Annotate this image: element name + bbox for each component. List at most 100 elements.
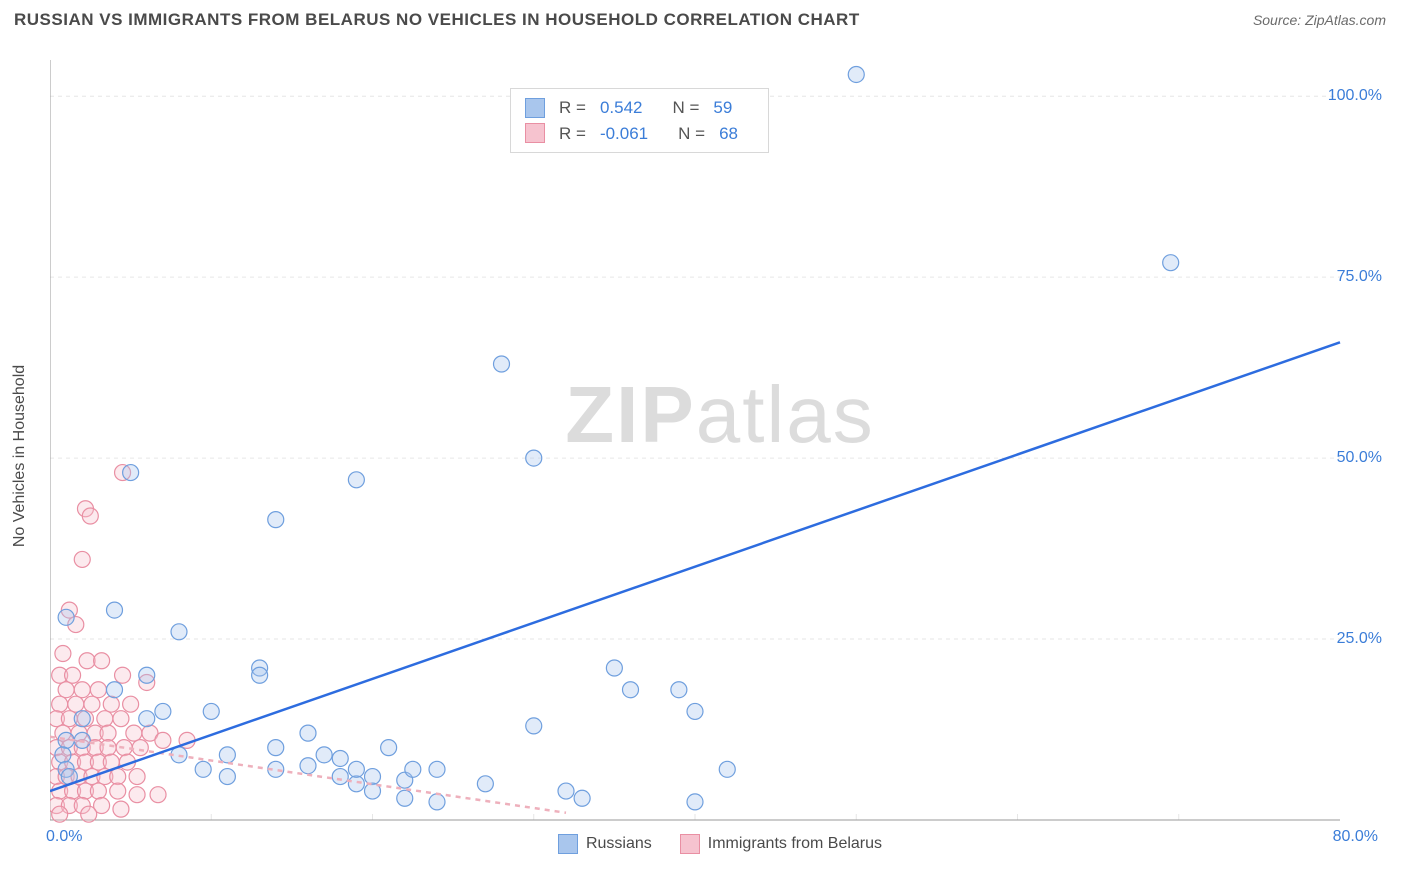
r-label: R = [559, 95, 586, 121]
scatter-point-belarus [126, 725, 142, 741]
r-value: 0.542 [600, 95, 643, 121]
scatter-point-belarus [90, 682, 106, 698]
scatter-point-russian [268, 740, 284, 756]
legend-swatch [558, 834, 578, 854]
scatter-plot [50, 42, 1390, 852]
header-bar: RUSSIAN VS IMMIGRANTS FROM BELARUS NO VE… [0, 0, 1406, 36]
scatter-point-russian [526, 450, 542, 466]
y-axis-tick: 100.0% [1328, 87, 1382, 105]
scatter-point-russian [348, 472, 364, 488]
scatter-point-belarus [90, 783, 106, 799]
scatter-point-belarus [113, 711, 129, 727]
scatter-point-russian [123, 465, 139, 481]
correlation-legend: R =0.542N =59R =-0.061N =68 [510, 88, 769, 153]
scatter-point-belarus [150, 787, 166, 803]
y-axis-label: No Vehicles in Household [11, 365, 29, 547]
scatter-point-belarus [81, 806, 97, 822]
scatter-point-belarus [82, 508, 98, 524]
scatter-point-russian [348, 776, 364, 792]
scatter-point-russian [300, 725, 316, 741]
scatter-point-russian [107, 682, 123, 698]
n-label: N = [678, 121, 705, 147]
scatter-point-russian [719, 761, 735, 777]
scatter-point-belarus [129, 769, 145, 785]
source-name: ZipAtlas.com [1305, 12, 1386, 28]
y-axis-tick: 50.0% [1337, 449, 1382, 467]
scatter-point-russian [494, 356, 510, 372]
scatter-point-russian [139, 711, 155, 727]
scatter-point-belarus [100, 725, 116, 741]
scatter-point-russian [171, 624, 187, 640]
scatter-point-belarus [79, 653, 95, 669]
series-legend-label: Immigrants from Belarus [708, 835, 882, 853]
legend-swatch [525, 123, 545, 143]
scatter-point-belarus [110, 769, 126, 785]
series-legend-item: Immigrants from Belarus [680, 834, 882, 854]
n-value: 59 [713, 95, 732, 121]
scatter-point-russian [300, 758, 316, 774]
x-axis-tick-max: 80.0% [1333, 828, 1378, 846]
scatter-point-russian [429, 794, 445, 810]
n-label: N = [672, 95, 699, 121]
correlation-legend-row: R = 0.542 N = 59 [525, 95, 754, 121]
legend-swatch [680, 834, 700, 854]
scatter-point-belarus [55, 646, 71, 662]
scatter-point-russian [252, 667, 268, 683]
scatter-point-russian [55, 747, 71, 763]
scatter-point-russian [574, 790, 590, 806]
scatter-point-russian [195, 761, 211, 777]
scatter-point-russian [429, 761, 445, 777]
source-prefix: Source: [1253, 12, 1305, 28]
scatter-point-belarus [97, 711, 113, 727]
scatter-point-belarus [100, 740, 116, 756]
scatter-point-russian [365, 769, 381, 785]
scatter-point-russian [623, 682, 639, 698]
scatter-point-belarus [155, 732, 171, 748]
scatter-point-belarus [94, 653, 110, 669]
scatter-point-russian [74, 711, 90, 727]
scatter-point-belarus [52, 696, 68, 712]
scatter-point-belarus [110, 783, 126, 799]
scatter-point-belarus [113, 801, 129, 817]
scatter-point-russian [107, 602, 123, 618]
scatter-point-russian [405, 761, 421, 777]
scatter-point-belarus [65, 667, 81, 683]
correlation-legend-row: R =-0.061N =68 [525, 121, 754, 147]
scatter-point-russian [526, 718, 542, 734]
scatter-point-russian [558, 783, 574, 799]
scatter-point-russian [139, 667, 155, 683]
scatter-point-belarus [132, 740, 148, 756]
scatter-point-russian [268, 512, 284, 528]
scatter-point-russian [606, 660, 622, 676]
chart-container: No Vehicles in Household ZIPatlas R =0.5… [50, 42, 1390, 852]
scatter-point-russian [477, 776, 493, 792]
scatter-point-belarus [74, 682, 90, 698]
scatter-point-russian [155, 703, 171, 719]
scatter-point-belarus [74, 551, 90, 567]
scatter-point-russian [203, 703, 219, 719]
series-legend-label: Russians [586, 835, 652, 853]
scatter-point-russian [687, 794, 703, 810]
scatter-point-russian [332, 769, 348, 785]
scatter-point-russian [848, 66, 864, 82]
scatter-point-belarus [84, 696, 100, 712]
n-value: 68 [719, 121, 738, 147]
series-legend: Russians Immigrants from Belarus [50, 834, 1390, 854]
scatter-point-belarus [68, 696, 84, 712]
series-legend-item: Russians [558, 834, 652, 854]
chart-title: RUSSIAN VS IMMIGRANTS FROM BELARUS NO VE… [14, 10, 860, 30]
y-axis-tick: 75.0% [1337, 268, 1382, 286]
source-attribution: Source: ZipAtlas.com [1253, 12, 1386, 28]
scatter-point-russian [397, 790, 413, 806]
scatter-point-belarus [52, 806, 68, 822]
scatter-point-belarus [103, 696, 119, 712]
scatter-point-russian [381, 740, 397, 756]
scatter-point-russian [58, 609, 74, 625]
scatter-point-russian [348, 761, 364, 777]
scatter-point-belarus [129, 787, 145, 803]
y-axis-tick: 25.0% [1337, 630, 1382, 648]
scatter-point-russian [687, 703, 703, 719]
x-axis-tick-min: 0.0% [46, 828, 82, 846]
scatter-point-russian [219, 769, 235, 785]
scatter-point-russian [671, 682, 687, 698]
